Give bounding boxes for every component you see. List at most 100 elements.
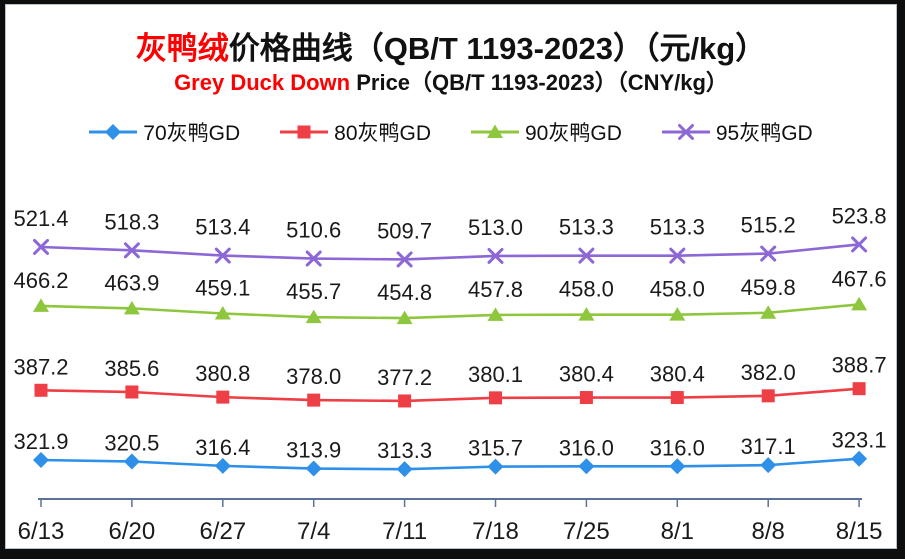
data-label: 380.8 [195,361,250,386]
legend-label: 90灰鸭GD [525,122,622,145]
title-cn-accent: 灰鸭绒 [135,31,229,66]
data-label: 321.9 [13,429,68,454]
x-axis-label: 8/1 [661,518,694,545]
data-label: 455.7 [286,279,341,304]
legend-item-80: 80灰鸭GD [280,117,431,147]
data-label: 380.4 [650,362,705,387]
square-marker-icon [125,385,139,399]
data-label: 377.2 [377,365,432,390]
x-marker-icon [396,251,413,268]
legend-marker [280,125,329,139]
data-label: 388.7 [832,353,887,378]
x-axis-label: 6/27 [199,518,246,545]
x-axis-label: 7/4 [297,518,330,545]
data-label: 387.2 [13,354,68,379]
x-marker-icon [669,247,686,264]
square-marker-icon [398,394,412,408]
data-label: 378.0 [286,364,341,389]
plot-area: 6/13 6/20 6/27 7/4 7/11 7/18 7/25 8/1 8/8 8/15 321… [13,203,887,545]
data-label: 317.1 [741,434,796,459]
page-title: 灰鸭绒价格曲线（QB/T 1193-2023）（元/kg） [6,23,896,68]
x-axis [38,498,863,507]
data-label: 382.0 [741,360,796,385]
data-label: 513.3 [559,215,614,240]
diamond-marker-icon [760,457,777,474]
data-label: 515.2 [741,213,796,238]
triangle-marker-icon [123,300,140,315]
data-label: 467.6 [832,266,887,291]
data-label: 509.7 [377,218,432,243]
diamond-marker-icon [214,457,231,474]
legend-item-95: 95灰鸭GD [661,117,813,147]
series-line-90 [40,303,860,320]
legend-item-70: 70灰鸭GD [89,117,240,147]
x-marker-icon [305,250,322,267]
triangle-marker-icon [578,307,595,321]
diamond-marker-icon [105,124,122,140]
triangle-marker-icon [487,307,504,321]
title-cn-rest: 价格曲线（QB/T 1193-2023）（元/kg） [228,31,767,66]
series-line-95 [40,243,860,261]
data-label: 316.0 [650,435,705,460]
data-label: 513.0 [468,215,523,240]
data-label: 458.0 [650,277,705,302]
chart-frame: 灰鸭绒价格曲线（QB/T 1193-2023）（元/kg） Grey Duck … [5,4,897,549]
legend: 70灰鸭GD 80灰鸭GD 90灰鸭GD 95灰鸭GD [6,117,896,147]
x-axis-label: 8/15 [836,518,883,545]
legend-marker [661,124,710,140]
x-marker-icon [677,124,694,140]
x-axis-label: 7/25 [563,518,610,545]
legend-item-90: 90灰鸭GD [471,117,622,147]
diamond-marker-icon [33,452,49,468]
triangle-marker-icon [396,310,413,325]
legend-marker [89,124,138,140]
data-label: 316.4 [195,435,250,460]
x-marker-icon [33,238,49,255]
diamond-marker-icon [487,458,504,475]
square-marker-icon [489,391,502,405]
data-label: 463.9 [104,270,159,295]
triangle-marker-icon [760,305,777,319]
diamond-marker-icon [669,458,686,475]
x-marker-icon [760,245,777,262]
x-marker-icon [214,247,231,264]
series-line-70 [40,457,860,471]
data-label: 315.7 [468,436,523,461]
data-label: 320.5 [104,430,159,455]
legend-label: 95灰鸭GD [715,122,813,145]
data-label: 454.8 [377,280,432,305]
triangle-marker-icon [487,124,503,138]
x-marker-icon [578,247,595,264]
x-axis-label: 6/20 [109,518,156,545]
data-label: 313.3 [377,438,432,463]
data-label: 313.9 [286,438,341,463]
page-subtitle: Grey Duck Down Price（QB/T 1193-2023）（CNY… [6,65,896,97]
square-marker-icon [216,390,230,404]
data-label: 459.8 [741,275,796,300]
x-axis-label: 7/18 [472,518,519,545]
data-label: 510.6 [286,218,341,243]
x-marker-icon [123,242,140,259]
diamond-marker-icon [123,453,140,470]
data-label: 521.4 [13,206,68,231]
x-axis-label: 6/13 [18,518,65,545]
legend-marker [471,124,519,138]
triangle-marker-icon [669,307,686,321]
data-label: 518.3 [104,209,159,234]
data-label: 380.1 [468,362,523,387]
subtitle-en-rest: Price（QB/T 1193-2023）（CNY/kg） [350,70,728,95]
square-marker-icon [670,391,684,405]
x-axis-label: 8/8 [752,518,785,545]
square-marker-icon [34,383,48,397]
series-line-80 [40,387,860,403]
triangle-marker-icon [305,309,322,324]
subtitle-en-accent: Grey Duck Down [174,70,351,95]
x-marker-icon [851,236,868,253]
square-marker-icon [579,391,593,405]
data-label: 457.8 [468,277,523,302]
data-label: 513.4 [195,215,250,240]
square-marker-icon [761,389,775,403]
diamond-marker-icon [305,460,322,477]
data-label: 466.2 [13,268,68,293]
diamond-marker-icon [396,461,413,478]
